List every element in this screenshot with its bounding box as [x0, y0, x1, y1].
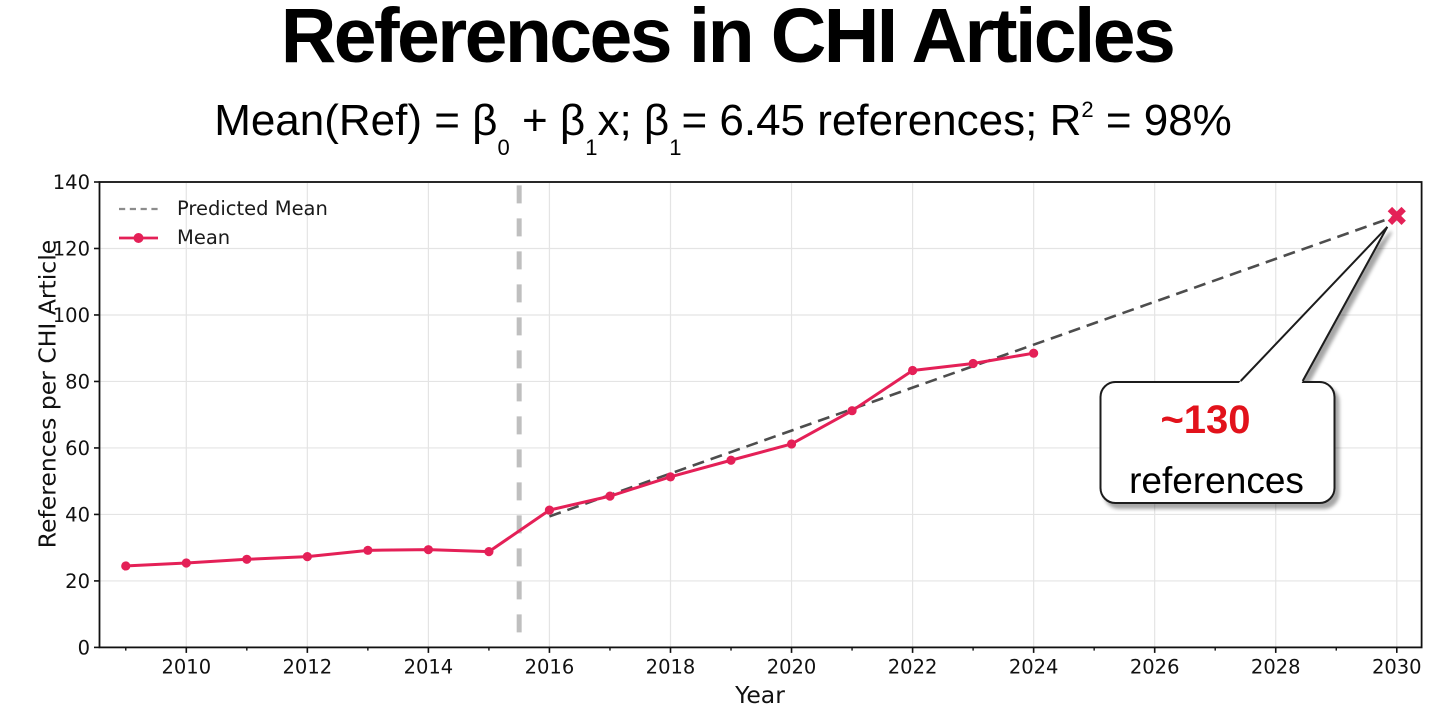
y-tick-label: 120	[53, 237, 90, 260]
legend-label: Predicted Mean	[177, 196, 328, 220]
legend-item-predicted-mean: Predicted Mean	[118, 194, 328, 223]
callout-box	[1099, 381, 1336, 504]
endpoint-x-marker	[1387, 206, 1406, 225]
y-tick-label: 60	[65, 437, 90, 460]
endpoint-x-marker-bar	[1387, 206, 1406, 225]
callout-tail-edge	[1301, 226, 1389, 382]
x-tick-label: 2026	[1130, 656, 1180, 679]
x-tick-label: 2016	[525, 656, 575, 679]
predicted-mean-line	[549, 214, 1398, 518]
legend-label: Mean	[177, 225, 231, 249]
dashed-line-icon	[119, 207, 158, 210]
y-tick-label: 40	[65, 503, 90, 526]
mean-line	[125, 351, 1034, 568]
y-axis-label: References per CHI Article	[33, 239, 62, 548]
mean-point-marker	[423, 545, 433, 555]
subtitle-sub: 1	[669, 134, 682, 160]
subtitle-segment: Mean(Ref) = β	[214, 95, 498, 145]
mean-point-marker	[1029, 348, 1039, 358]
mean-point-marker	[726, 455, 736, 465]
axes-frame	[98, 181, 1423, 649]
callout-tail-edge	[1239, 226, 1389, 382]
x-tick-label: 2024	[1009, 656, 1059, 679]
mean-point-marker	[786, 439, 797, 449]
mean-point-marker	[121, 561, 131, 571]
mean-point-marker	[665, 472, 676, 482]
page-subtitle: Mean(Ref) = β0 + β1x; β1= 6.45 reference…	[214, 95, 1232, 160]
y-tick-label: 20	[65, 570, 90, 593]
mean-point-marker	[847, 406, 857, 416]
x-tick-label: 2014	[404, 656, 454, 679]
page-title: References in CHI Articles	[280, 0, 1176, 79]
subtitle-segment: = 98%	[1093, 95, 1232, 145]
callout-bubble	[1099, 226, 1389, 504]
x-tick-label: 2010	[161, 656, 211, 679]
x-tick-label: 2020	[767, 656, 817, 679]
y-tick-label: 0	[78, 636, 90, 659]
mean-point-marker	[181, 558, 191, 568]
mean-point-marker	[363, 545, 373, 555]
subtitle-segment: = 6.45 references; R	[681, 95, 1082, 145]
mean-point-marker	[242, 554, 252, 564]
mean-point-marker	[968, 358, 978, 369]
subtitle-sup: 2	[1081, 96, 1094, 122]
legend-item-mean: Mean	[118, 223, 328, 252]
mean-point-marker	[907, 365, 918, 376]
callout-unit-text: references	[1129, 459, 1304, 501]
subtitle-segment: x; β	[597, 95, 670, 145]
subtitle-sub: 0	[497, 134, 510, 160]
x-axis-label: Year	[735, 681, 785, 708]
y-tick-label: 140	[53, 171, 90, 194]
x-tick-label: 2012	[283, 656, 333, 679]
mean-point-marker	[302, 552, 312, 562]
y-tick-label: 80	[65, 370, 90, 393]
x-tick-label: 2030	[1372, 656, 1422, 679]
subtitle-segment: + β	[509, 95, 586, 145]
callout-value-text: ~130	[1160, 397, 1251, 442]
x-tick-label: 2028	[1251, 656, 1301, 679]
mean-point-marker	[544, 505, 555, 515]
subtitle-sub: 1	[585, 134, 598, 160]
chart-legend: Predicted Mean Mean	[118, 194, 328, 252]
x-tick-label: 2022	[888, 656, 938, 679]
y-tick-label: 100	[53, 304, 90, 327]
mean-point-marker	[484, 547, 494, 557]
x-tick-label: 2018	[646, 656, 696, 679]
mean-point-marker	[605, 491, 615, 501]
line-marker-icon	[119, 232, 158, 243]
